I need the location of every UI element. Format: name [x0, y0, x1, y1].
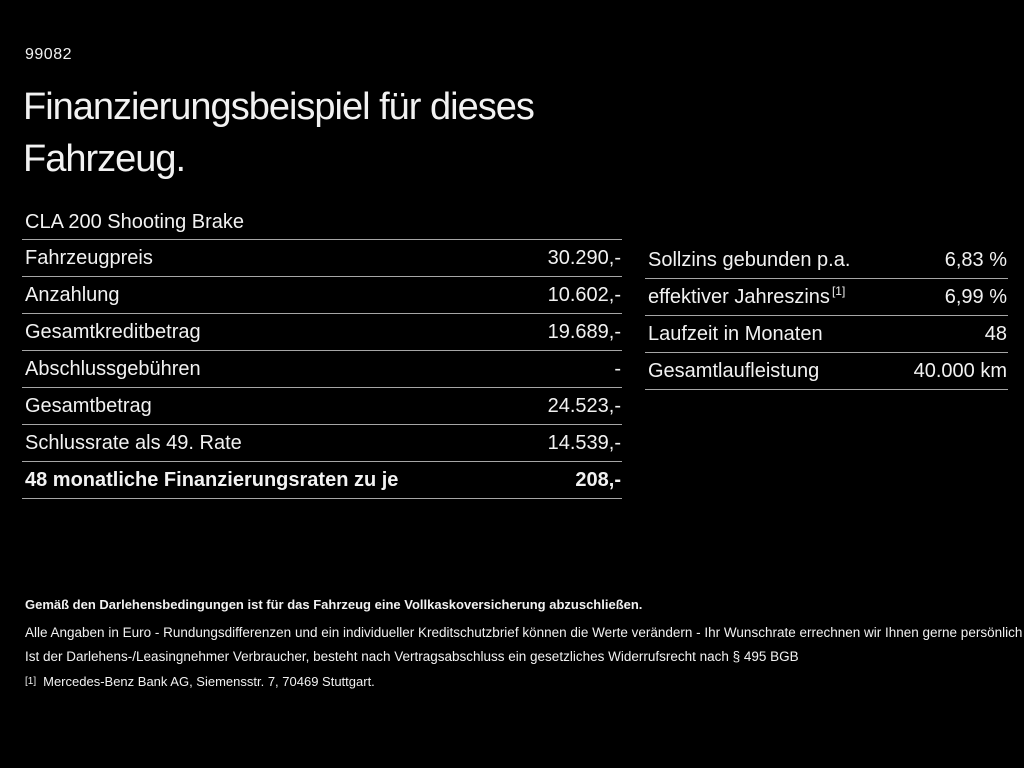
table-row-laufzeit: Laufzeit in Monaten 48	[645, 316, 1008, 353]
row-label: Laufzeit in Monaten	[648, 322, 823, 345]
page-title-line-1: Finanzierungsbeispiel für dieses	[23, 86, 535, 128]
bank-reference-text: Mercedes-Benz Bank AG, Siemensstr. 7, 70…	[43, 674, 375, 689]
row-value: 10.602,-	[547, 283, 621, 306]
row-value: 6,99 %	[944, 285, 1007, 308]
row-label: 48 monatliche Finanzierungsraten zu je	[25, 468, 399, 491]
disclaimer-line-1: Alle Angaben in Euro - Rundungsdifferenz…	[25, 625, 1023, 640]
bank-reference-marker: [1]	[25, 676, 37, 687]
row-label: Anzahlung	[25, 283, 120, 306]
table-row-abschlussgebuehren: Abschlussgebühren -	[22, 351, 622, 388]
row-value: -	[614, 357, 621, 380]
row-label: Abschlussgebühren	[25, 357, 201, 380]
row-value: 48	[984, 322, 1007, 345]
page-title: Finanzierungsbeispiel für dieses Fahrzeu…	[23, 81, 535, 185]
row-value: 19.689,-	[547, 320, 621, 343]
row-label-text: effektiver Jahreszins	[648, 285, 830, 308]
row-label: Fahrzeugpreis	[25, 246, 153, 269]
table-row-monatsraten: 48 monatliche Finanzierungsraten zu je 2…	[22, 462, 622, 499]
row-value: 14.539,-	[547, 431, 621, 454]
footnote-marker: [1]	[831, 283, 846, 298]
row-label: Gesamtlaufleistung	[648, 359, 820, 382]
row-label: Schlussrate als 49. Rate	[25, 431, 242, 454]
offer-code: 99082	[25, 46, 72, 63]
row-value: 24.523,-	[547, 394, 621, 417]
conditions-table: Sollzins gebunden p.a. 6,83 % effektiver…	[645, 242, 1008, 390]
table-row-effektiver-jahreszins: effektiver Jahreszins [1] 6,99 %	[645, 279, 1008, 316]
row-label: Gesamtbetrag	[25, 394, 152, 417]
row-label: effektiver Jahreszins [1]	[648, 283, 846, 309]
row-value: 6,83 %	[944, 248, 1007, 271]
row-value: 208,-	[575, 468, 621, 491]
table-row-anzahlung: Anzahlung 10.602,-	[22, 277, 622, 314]
table-row-sollzins: Sollzins gebunden p.a. 6,83 %	[645, 242, 1008, 279]
table-row-schlussrate: Schlussrate als 49. Rate 14.539,-	[22, 425, 622, 462]
row-label: Sollzins gebunden p.a.	[648, 248, 851, 271]
disclaimer-line-2: Ist der Darlehens-/Leasingnehmer Verbrau…	[25, 649, 799, 664]
bank-reference: [1] Mercedes-Benz Bank AG, Siemensstr. 7,…	[25, 674, 375, 689]
table-row-fahrzeugpreis: Fahrzeugpreis 30.290,-	[22, 240, 622, 277]
insurance-note: Gemäß den Darlehensbedingungen ist für d…	[25, 597, 643, 612]
row-label: Gesamtkreditbetrag	[25, 320, 201, 343]
row-value: 30.290,-	[547, 246, 621, 269]
table-row-gesamtlaufleistung: Gesamtlaufleistung 40.000 km	[645, 353, 1008, 390]
vehicle-model: CLA 200 Shooting Brake	[25, 211, 245, 233]
table-row-gesamtkreditbetrag: Gesamtkreditbetrag 19.689,-	[22, 314, 622, 351]
page-title-line-2: Fahrzeug.	[23, 138, 186, 180]
row-value: 40.000 km	[913, 359, 1007, 382]
table-row-gesamtbetrag: Gesamtbetrag 24.523,-	[22, 388, 622, 425]
financing-table: Fahrzeugpreis 30.290,- Anzahlung 10.602,…	[22, 239, 622, 499]
